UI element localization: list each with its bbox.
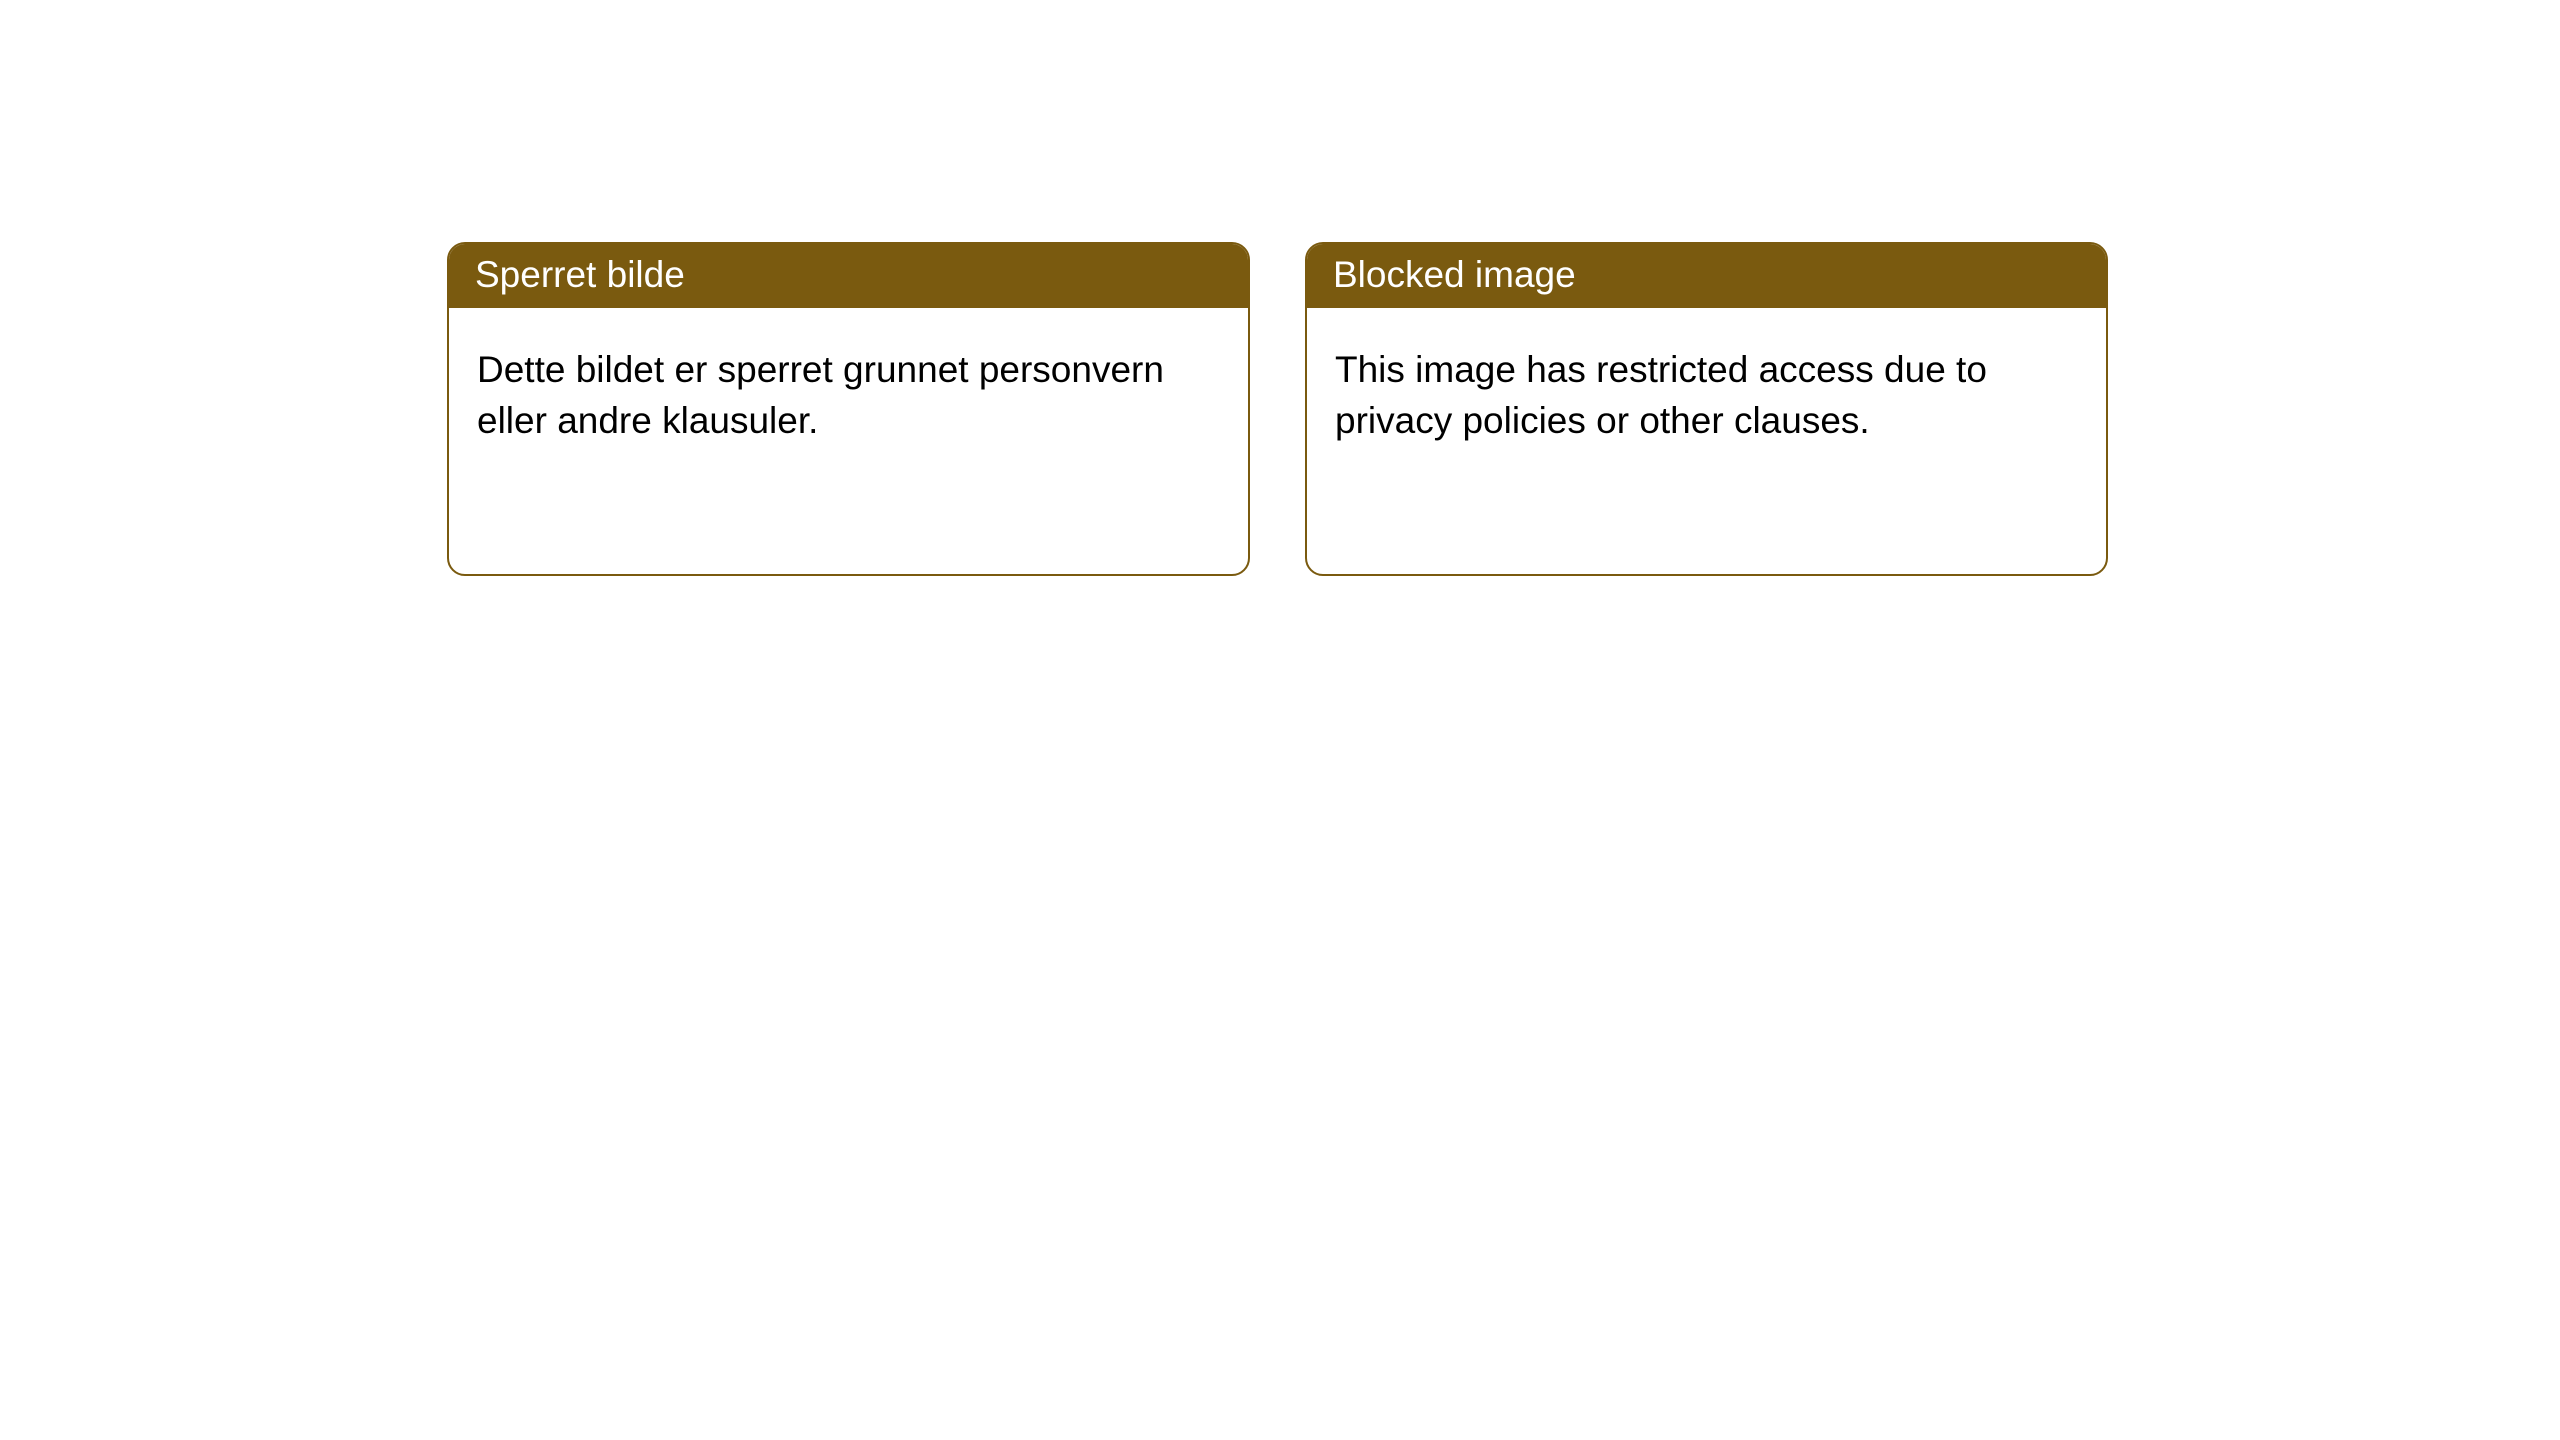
notice-card-norwegian: Sperret bilde Dette bildet er sperret gr… xyxy=(447,242,1250,576)
notice-header: Sperret bilde xyxy=(449,244,1248,308)
notice-body: Dette bildet er sperret grunnet personve… xyxy=(449,308,1248,482)
notice-body: This image has restricted access due to … xyxy=(1307,308,2106,482)
notice-header: Blocked image xyxy=(1307,244,2106,308)
notice-card-english: Blocked image This image has restricted … xyxy=(1305,242,2108,576)
notice-container: Sperret bilde Dette bildet er sperret gr… xyxy=(0,0,2560,576)
